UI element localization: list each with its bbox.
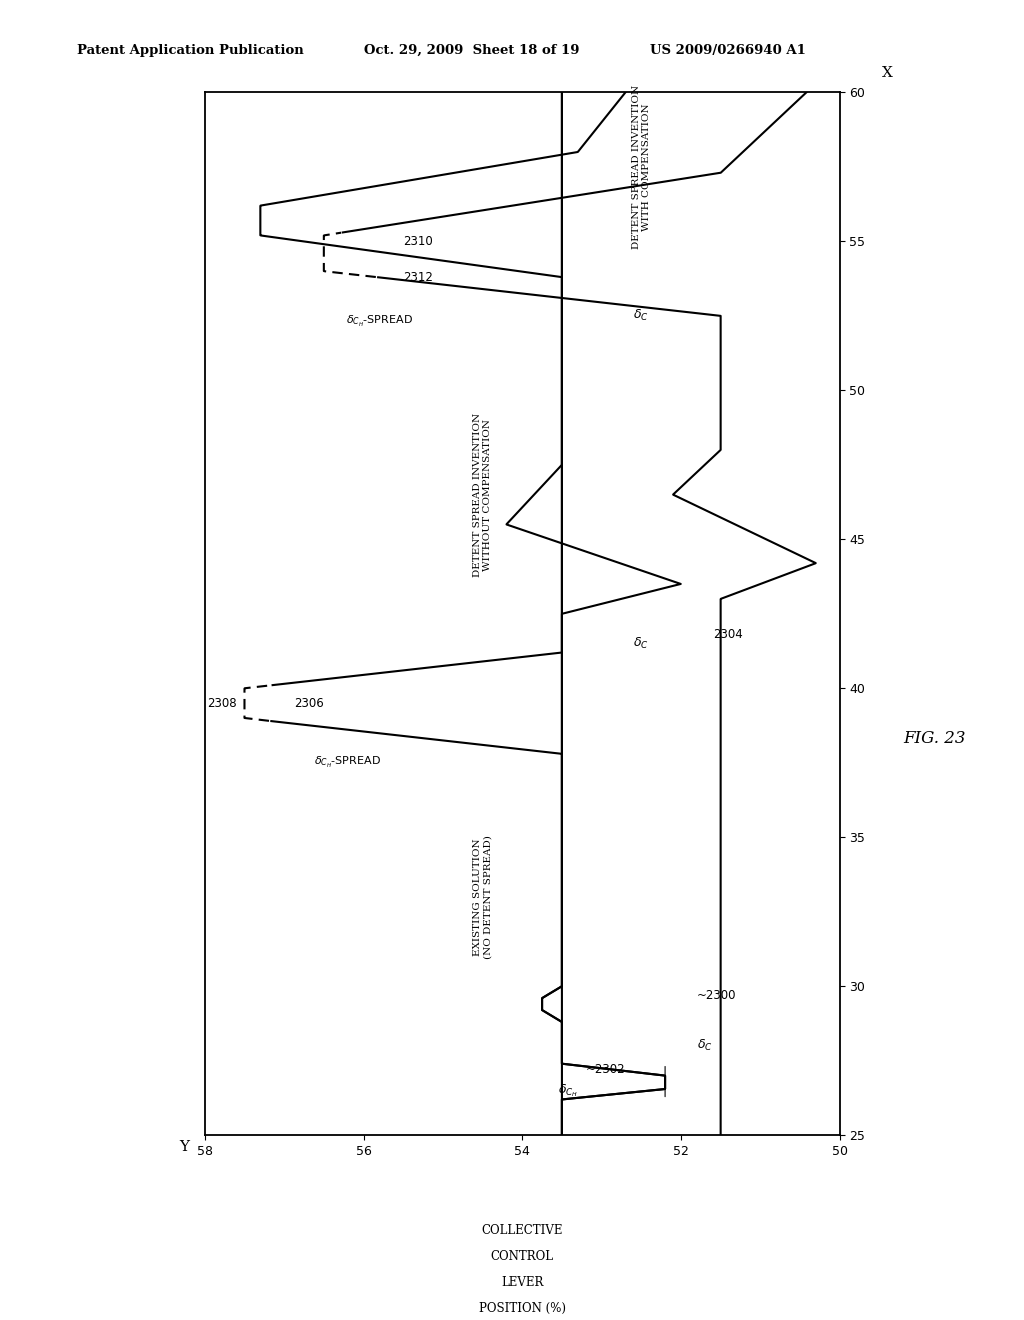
Text: $\delta_C$: $\delta_C$ xyxy=(697,1039,713,1053)
Text: 2312: 2312 xyxy=(403,271,433,284)
Text: LEVER: LEVER xyxy=(501,1276,544,1288)
Text: Oct. 29, 2009  Sheet 18 of 19: Oct. 29, 2009 Sheet 18 of 19 xyxy=(364,44,579,57)
Text: COLLECTIVE: COLLECTIVE xyxy=(481,1224,563,1237)
Text: $\delta_{C_H}$: $\delta_{C_H}$ xyxy=(558,1082,579,1098)
Text: Patent Application Publication: Patent Application Publication xyxy=(77,44,303,57)
Text: POSITION (%): POSITION (%) xyxy=(479,1302,565,1315)
Text: 2310: 2310 xyxy=(403,235,433,248)
Text: Y: Y xyxy=(179,1140,188,1155)
Text: US 2009/0266940 A1: US 2009/0266940 A1 xyxy=(650,44,806,57)
Text: DETENT SPREAD INVENTION
WITHOUT COMPENSATION: DETENT SPREAD INVENTION WITHOUT COMPENSA… xyxy=(473,413,493,577)
Text: CONTROL: CONTROL xyxy=(490,1250,554,1263)
Text: DETENT SPREAD INVENTION
WITH COMPENSATION: DETENT SPREAD INVENTION WITH COMPENSATIO… xyxy=(632,84,651,249)
Text: 2308: 2308 xyxy=(207,697,237,710)
Text: $\delta_{C_H}$-SPREAD: $\delta_{C_H}$-SPREAD xyxy=(346,314,413,330)
Text: ~2302: ~2302 xyxy=(586,1063,626,1076)
Text: 2304: 2304 xyxy=(713,628,742,642)
Text: 2306: 2306 xyxy=(294,697,324,710)
Text: $\delta_C$: $\delta_C$ xyxy=(634,309,649,323)
Text: $\delta_{C_H}$-SPREAD: $\delta_{C_H}$-SPREAD xyxy=(314,755,381,771)
Text: $\delta_C$: $\delta_C$ xyxy=(634,636,649,651)
Text: X: X xyxy=(882,66,893,81)
Text: EXISTING SOLUTION
(NO DETENT SPREAD): EXISTING SOLUTION (NO DETENT SPREAD) xyxy=(473,836,493,958)
Text: ~2300: ~2300 xyxy=(697,989,736,1002)
Text: FIG. 23: FIG. 23 xyxy=(903,730,966,747)
